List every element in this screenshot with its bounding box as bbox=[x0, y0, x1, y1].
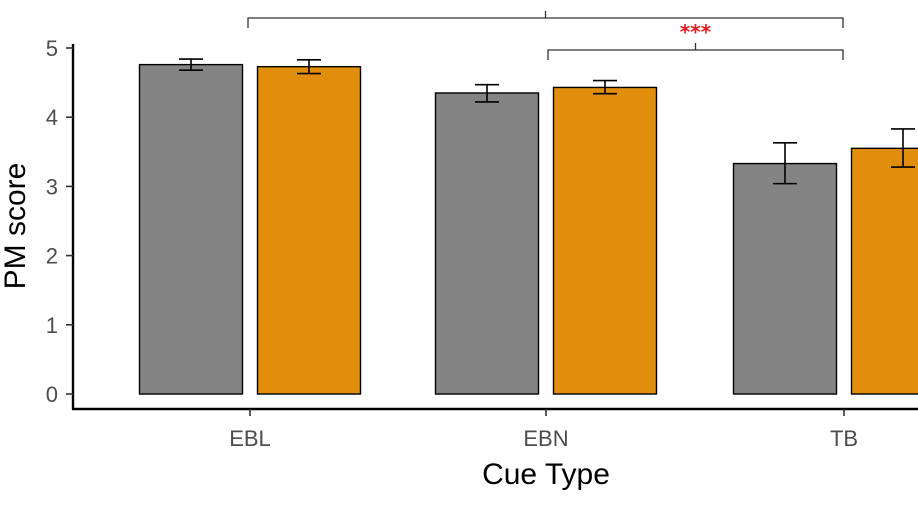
error-bar-tb-series-2 bbox=[891, 128, 915, 168]
significance-bracket-ebl-tb bbox=[247, 11, 844, 28]
bar-ebl-series-2 bbox=[256, 65, 362, 395]
significance-label: *** bbox=[680, 20, 712, 44]
error-bar-ebl-series-1 bbox=[179, 58, 203, 71]
bar-ebn-series-1 bbox=[434, 92, 540, 395]
bar-tb-series-1 bbox=[732, 162, 838, 395]
y-tick-label: 2 bbox=[46, 244, 58, 269]
error-bar-ebl-series-2 bbox=[297, 58, 321, 75]
x-tick-label-ebn: EBN bbox=[523, 426, 568, 451]
error-bar-tb-series-1 bbox=[773, 142, 797, 185]
significance-brackets-layer: *** *** bbox=[247, 0, 844, 60]
x-axis: EBL EBN TB bbox=[72, 407, 918, 451]
bar-ebl-series-1 bbox=[138, 63, 244, 395]
y-tick-label: 1 bbox=[46, 313, 58, 338]
x-axis-title: Cue Type bbox=[482, 458, 610, 491]
significance-label: *** bbox=[530, 0, 562, 9]
x-tick-label-tb: TB bbox=[830, 426, 858, 451]
y-tick-label: 3 bbox=[46, 174, 58, 199]
bar-tb-series-2 bbox=[850, 147, 918, 395]
y-tick-label: 5 bbox=[46, 36, 58, 61]
error-bar-ebn-series-2 bbox=[593, 79, 617, 95]
significance-bracket-ebn-tb bbox=[547, 43, 844, 60]
y-axis-title: PM score bbox=[0, 163, 32, 290]
y-axis: 0 1 2 3 4 5 bbox=[46, 36, 75, 409]
error-bars-layer bbox=[179, 58, 915, 185]
x-tick-label-ebl: EBL bbox=[229, 426, 271, 451]
bar-ebn-series-2 bbox=[552, 86, 658, 395]
bars-layer bbox=[138, 63, 918, 395]
error-bar-ebn-series-1 bbox=[475, 83, 499, 103]
y-tick-label: 0 bbox=[46, 382, 58, 407]
y-tick-label: 4 bbox=[46, 105, 58, 130]
